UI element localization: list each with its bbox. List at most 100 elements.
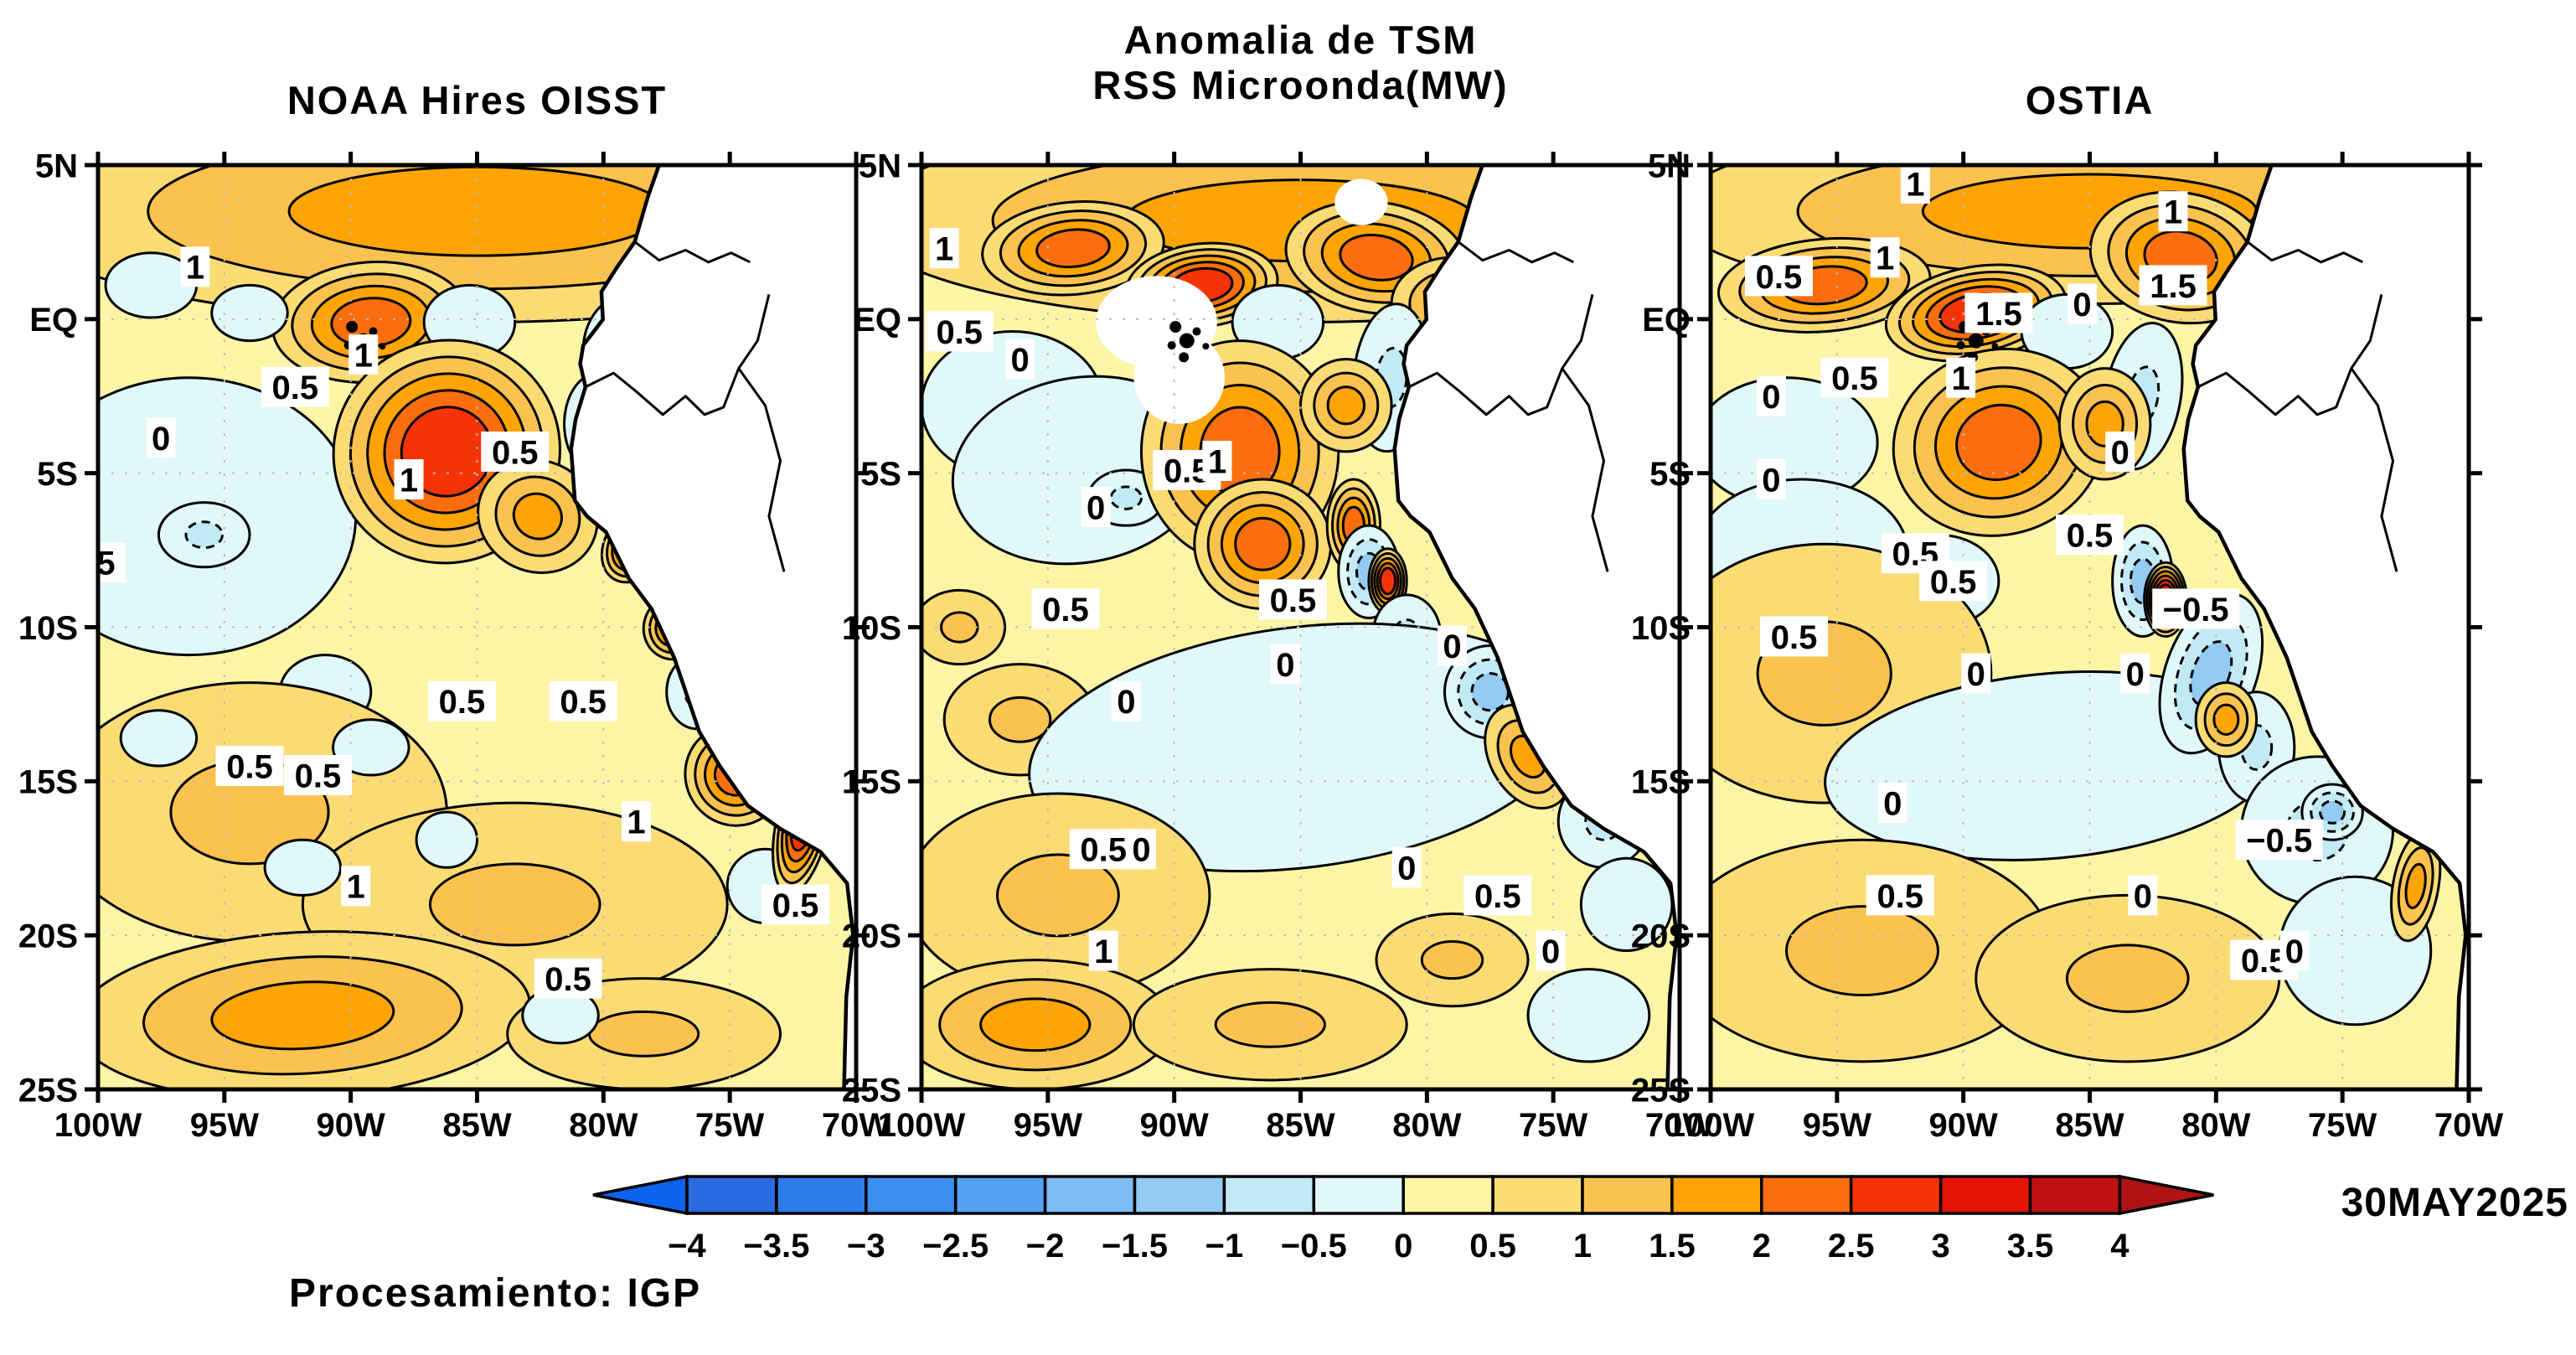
anomaly-blob xyxy=(184,520,224,550)
contour-label-box xyxy=(1820,357,1889,398)
island-dot xyxy=(1179,352,1190,363)
colorbar-tick-label: −2.5 xyxy=(922,1228,989,1264)
lon-tick-label: 85W xyxy=(1266,1107,1334,1144)
lat-tick-label: 20S xyxy=(1631,918,1691,955)
colorbar-cell xyxy=(1491,1175,1584,1215)
country-border xyxy=(2350,367,2398,572)
colorbar-tick-label: 0.5 xyxy=(1469,1228,1516,1264)
anomaly-blob xyxy=(979,997,1092,1052)
contour-label: 1 xyxy=(186,250,204,287)
colorbar-tick-label: 2.5 xyxy=(1828,1228,1875,1264)
contour-label-box xyxy=(1088,930,1118,971)
contour-label-box xyxy=(929,228,959,269)
island-dot xyxy=(1968,333,1984,349)
contour-label: 1.5 xyxy=(1975,296,2022,333)
contour-label-box xyxy=(1900,165,1930,204)
anomaly-blob xyxy=(415,810,478,869)
island-dot xyxy=(1167,341,1176,350)
anomaly-blob xyxy=(2065,944,2190,1013)
contour-label: 0 xyxy=(1117,684,1135,721)
colorbar-tick-label: −3.5 xyxy=(743,1228,809,1264)
panel-title-noaa: NOAA Hires OISST xyxy=(287,78,668,122)
lat-tick-label: 10S xyxy=(1631,610,1691,647)
country-border xyxy=(1408,294,1594,416)
lat-tick-label: 5S xyxy=(1649,456,1691,493)
contour-label-box xyxy=(261,366,329,407)
anomaly-blob xyxy=(1470,672,1510,712)
colorbar-cell xyxy=(1938,1175,2032,1215)
contour-label-box xyxy=(1438,625,1467,666)
contour-label-box xyxy=(1126,829,1156,870)
contour-label: 1 xyxy=(354,338,373,375)
anomaly-blob xyxy=(210,283,289,343)
anomaly-blob xyxy=(587,1010,700,1058)
country-border xyxy=(1457,240,1574,264)
missing-data-patch xyxy=(1334,178,1388,225)
anomaly-blob xyxy=(988,696,1052,743)
map-area: 1 0.5 1 0 0.5 1 0.5 0.5 0.5 0.5 0.5 1 1 0.5 0.5 xyxy=(69,165,856,1089)
colorbar-tick-label: 1.5 xyxy=(1649,1228,1696,1264)
anomaly-blob xyxy=(332,718,410,777)
panel-title-ostia: OSTIA xyxy=(2025,78,2155,122)
contour-label: 1 xyxy=(400,462,418,499)
contour-label-box xyxy=(1258,579,1327,620)
anomaly-blob xyxy=(1339,233,1414,282)
lat-tick-label: 20S xyxy=(18,918,78,955)
lon-tick-label: 100W xyxy=(54,1107,142,1144)
contour-label-box xyxy=(1202,440,1232,481)
contour-label-box xyxy=(1391,847,1422,888)
colorbar-cell xyxy=(775,1175,868,1215)
colorbar-cell xyxy=(1849,1175,1943,1215)
lat-tick-label: 5S xyxy=(860,456,901,493)
country-border xyxy=(585,294,771,416)
lat-tick-label: EQ xyxy=(1642,302,1691,339)
lon-tick-label: 80W xyxy=(569,1107,638,1144)
anomaly-blob xyxy=(2212,703,2240,736)
contour-label-box xyxy=(1069,829,1138,870)
contour-label-box xyxy=(2128,875,2158,916)
lat-tick-label: 15S xyxy=(18,764,78,801)
contour-label: 0.5 xyxy=(936,314,983,351)
contour-label: 0.5 xyxy=(439,684,486,721)
contour-label: 0.5 xyxy=(295,758,342,794)
contour-label-box xyxy=(1744,256,1813,297)
colorbar-cell xyxy=(2028,1175,2122,1215)
colorbar-cell xyxy=(1581,1175,1674,1215)
colorbar-tick-label: −1 xyxy=(1205,1228,1244,1264)
colorbar-tick-label: −1.5 xyxy=(1102,1228,1168,1264)
colorbar-cell xyxy=(1043,1175,1137,1215)
lat-tick-label: 5N xyxy=(35,147,78,184)
contour-label-box xyxy=(1760,616,1829,657)
lat-tick-label: 5S xyxy=(37,456,78,493)
contour-label-box xyxy=(2279,930,2310,971)
contour-label-box xyxy=(1961,653,1991,694)
country-border xyxy=(737,367,786,572)
contour-label: 1.5 xyxy=(2150,268,2197,305)
contour-label-box xyxy=(2152,588,2240,629)
anomaly-blob xyxy=(1214,1001,1326,1048)
contour-label-box xyxy=(1866,875,1934,916)
contour-label: 0.5 xyxy=(560,684,607,721)
contour-label-box xyxy=(1756,375,1786,416)
colorbar-tick-label: −0.5 xyxy=(1281,1228,1347,1264)
lon-tick-label: 90W xyxy=(1929,1107,1998,1144)
anomaly-blob xyxy=(119,709,199,768)
colorbar-cell xyxy=(1133,1175,1226,1215)
contour-label-box xyxy=(2235,820,2323,861)
contour-label-box xyxy=(1111,680,1141,721)
contour-label-box xyxy=(534,958,602,999)
contour-label-box xyxy=(1536,930,1566,971)
contour-label: 0.5 xyxy=(1164,453,1211,489)
anomaly-blob xyxy=(1379,566,1397,596)
contour-label: 0.5 xyxy=(69,546,116,582)
colorbar-tick-label: 0 xyxy=(1394,1228,1412,1264)
lon-tick-label: 90W xyxy=(317,1107,385,1144)
contour-label-box xyxy=(1919,561,1988,602)
contour-label-box xyxy=(481,431,550,472)
contour-label-box xyxy=(394,459,424,500)
contour-label-box xyxy=(1464,875,1532,916)
contour-label: 1 xyxy=(1094,934,1112,970)
lon-tick-label: 75W xyxy=(2308,1107,2377,1144)
